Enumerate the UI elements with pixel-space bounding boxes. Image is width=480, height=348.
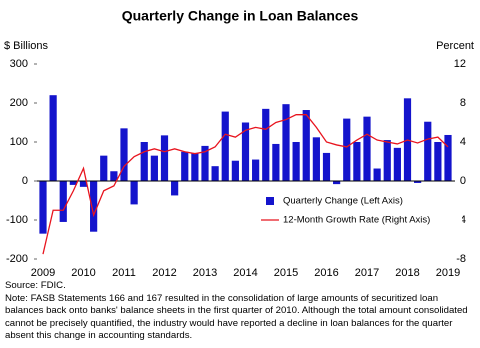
bar (79, 181, 88, 187)
y-tick-label: -200 (6, 253, 28, 265)
x-tick-label: 2015 (274, 267, 298, 279)
bar (343, 118, 351, 181)
bar (110, 171, 118, 181)
bar (231, 160, 239, 181)
bar (39, 181, 47, 234)
bar (373, 168, 381, 181)
x-tick-label: 2011 (112, 267, 136, 279)
line (42, 114, 449, 255)
y-axis-label: $ Billions (4, 40, 49, 52)
x-tick-label: 2019 (436, 267, 460, 279)
x-tick-label: 2012 (152, 267, 176, 279)
bar (150, 155, 158, 181)
legend-swatch (266, 197, 274, 205)
y-tick-label: -100 (6, 214, 28, 226)
y2-axis-label: Percent (436, 40, 474, 52)
note: Note: FASB Statements 166 and 167 result… (5, 292, 468, 342)
y2-tick-label: 4 (460, 136, 466, 148)
notes: Source: FDIC. Note: FASB Statements 166 … (5, 280, 477, 343)
bar (414, 181, 422, 183)
bar (69, 181, 77, 185)
y2-tick-label: -8 (456, 253, 466, 265)
y-tick-label: 200 (10, 97, 28, 109)
bar (282, 104, 290, 181)
bar (100, 155, 108, 181)
bar (353, 142, 361, 181)
legend: Quarterly Change (Left Axis) 12-Month Gro… (261, 193, 462, 227)
bar (130, 181, 138, 205)
bar (312, 137, 320, 181)
bar (160, 135, 169, 181)
bar (292, 142, 300, 181)
source: Source: FDIC. (5, 280, 66, 291)
y2-tick-label: 8 (460, 97, 466, 109)
legend-label: 12-Month Growth Rate (Right Axis) (283, 215, 430, 226)
bar (262, 108, 270, 181)
bar (444, 134, 452, 181)
bar (191, 152, 199, 181)
x-tick-label: 2013 (193, 267, 217, 279)
bar (221, 111, 229, 181)
y2-tick-label: 12 (454, 58, 466, 70)
x-tick-label: 2010 (71, 267, 95, 279)
bar (140, 142, 148, 181)
x-tick-label: 2014 (233, 267, 257, 279)
x-tick-label: 2018 (395, 267, 419, 279)
bar (272, 143, 280, 181)
bar (120, 128, 128, 181)
bar (49, 95, 57, 181)
bar (383, 140, 391, 181)
bar (211, 166, 219, 181)
x-tick-label: 2009 (31, 267, 55, 279)
bar (322, 152, 331, 181)
bar (434, 142, 442, 181)
bar (424, 121, 432, 181)
legend-label: Quarterly Change (Left Axis) (283, 196, 403, 207)
bar (363, 116, 371, 181)
bar (59, 181, 67, 222)
bar (241, 122, 250, 181)
chart: Quarterly Change in Loan Balances $ Bill… (4, 8, 474, 279)
bar (181, 151, 189, 181)
legend-bg (262, 193, 462, 227)
x-tick-label: 2017 (355, 267, 379, 279)
y-tick-label: 100 (10, 136, 28, 148)
bar (333, 181, 341, 185)
bar (302, 110, 310, 181)
chart-title: Quarterly Change in Loan Balances (122, 8, 359, 24)
bar (90, 181, 98, 232)
bar (393, 147, 401, 181)
y2-tick-label: 0 (460, 175, 466, 187)
x-tick-label: 2016 (314, 267, 338, 279)
y-tick-label: 300 (10, 58, 28, 70)
bar (252, 159, 260, 181)
bar (201, 145, 209, 181)
y-tick-label: 0 (22, 175, 28, 187)
bar (171, 181, 179, 196)
